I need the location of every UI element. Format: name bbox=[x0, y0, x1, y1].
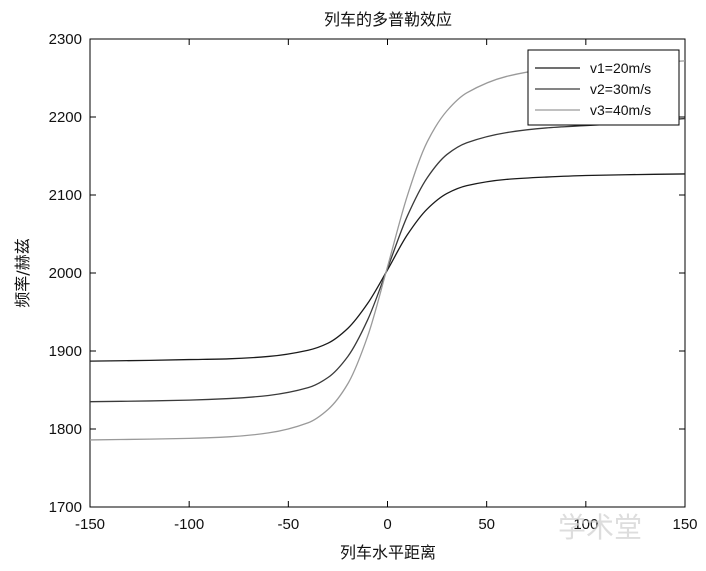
legend-entries: v1=20m/s v2=30m/s v3=40m/s bbox=[535, 60, 651, 118]
y-tick-label: 2200 bbox=[49, 109, 82, 126]
x-tick-label: 150 bbox=[672, 516, 697, 533]
legend-label-2: v2=30m/s bbox=[590, 81, 651, 97]
y-tick-label: 2100 bbox=[49, 187, 82, 204]
x-tick-label: -100 bbox=[174, 516, 204, 533]
y-tick-label: 1700 bbox=[49, 499, 82, 516]
y-axis-label: 频率/赫兹 bbox=[13, 238, 32, 307]
x-tick-label: 0 bbox=[383, 516, 391, 533]
x-tick-label: 100 bbox=[573, 516, 598, 533]
ticks-layer: -150 -100 -50 0 50 100 150 1700 1800 1900 2000 2100… bbox=[49, 31, 698, 533]
y-tick-label: 1900 bbox=[49, 343, 82, 360]
x-tick-label: -150 bbox=[75, 516, 105, 533]
legend-label-1: v1=20m/s bbox=[590, 60, 651, 76]
x-tick-label: -50 bbox=[277, 516, 299, 533]
x-axis-label: 列车水平距离 bbox=[340, 543, 436, 562]
watermark: 学术堂 bbox=[558, 511, 642, 544]
legend-box bbox=[527, 49, 680, 126]
x-tick-label: 50 bbox=[478, 516, 495, 533]
y-tick-label: 2300 bbox=[49, 31, 82, 48]
y-tick-label: 1800 bbox=[49, 421, 82, 438]
legend-label-3: v3=40m/s bbox=[590, 102, 651, 118]
y-tick-label: 2000 bbox=[49, 265, 82, 282]
chart-title: 列车的多普勒效应 bbox=[324, 10, 452, 29]
legend: v1=20m/s v2=30m/s v3=40m/s bbox=[527, 49, 680, 126]
